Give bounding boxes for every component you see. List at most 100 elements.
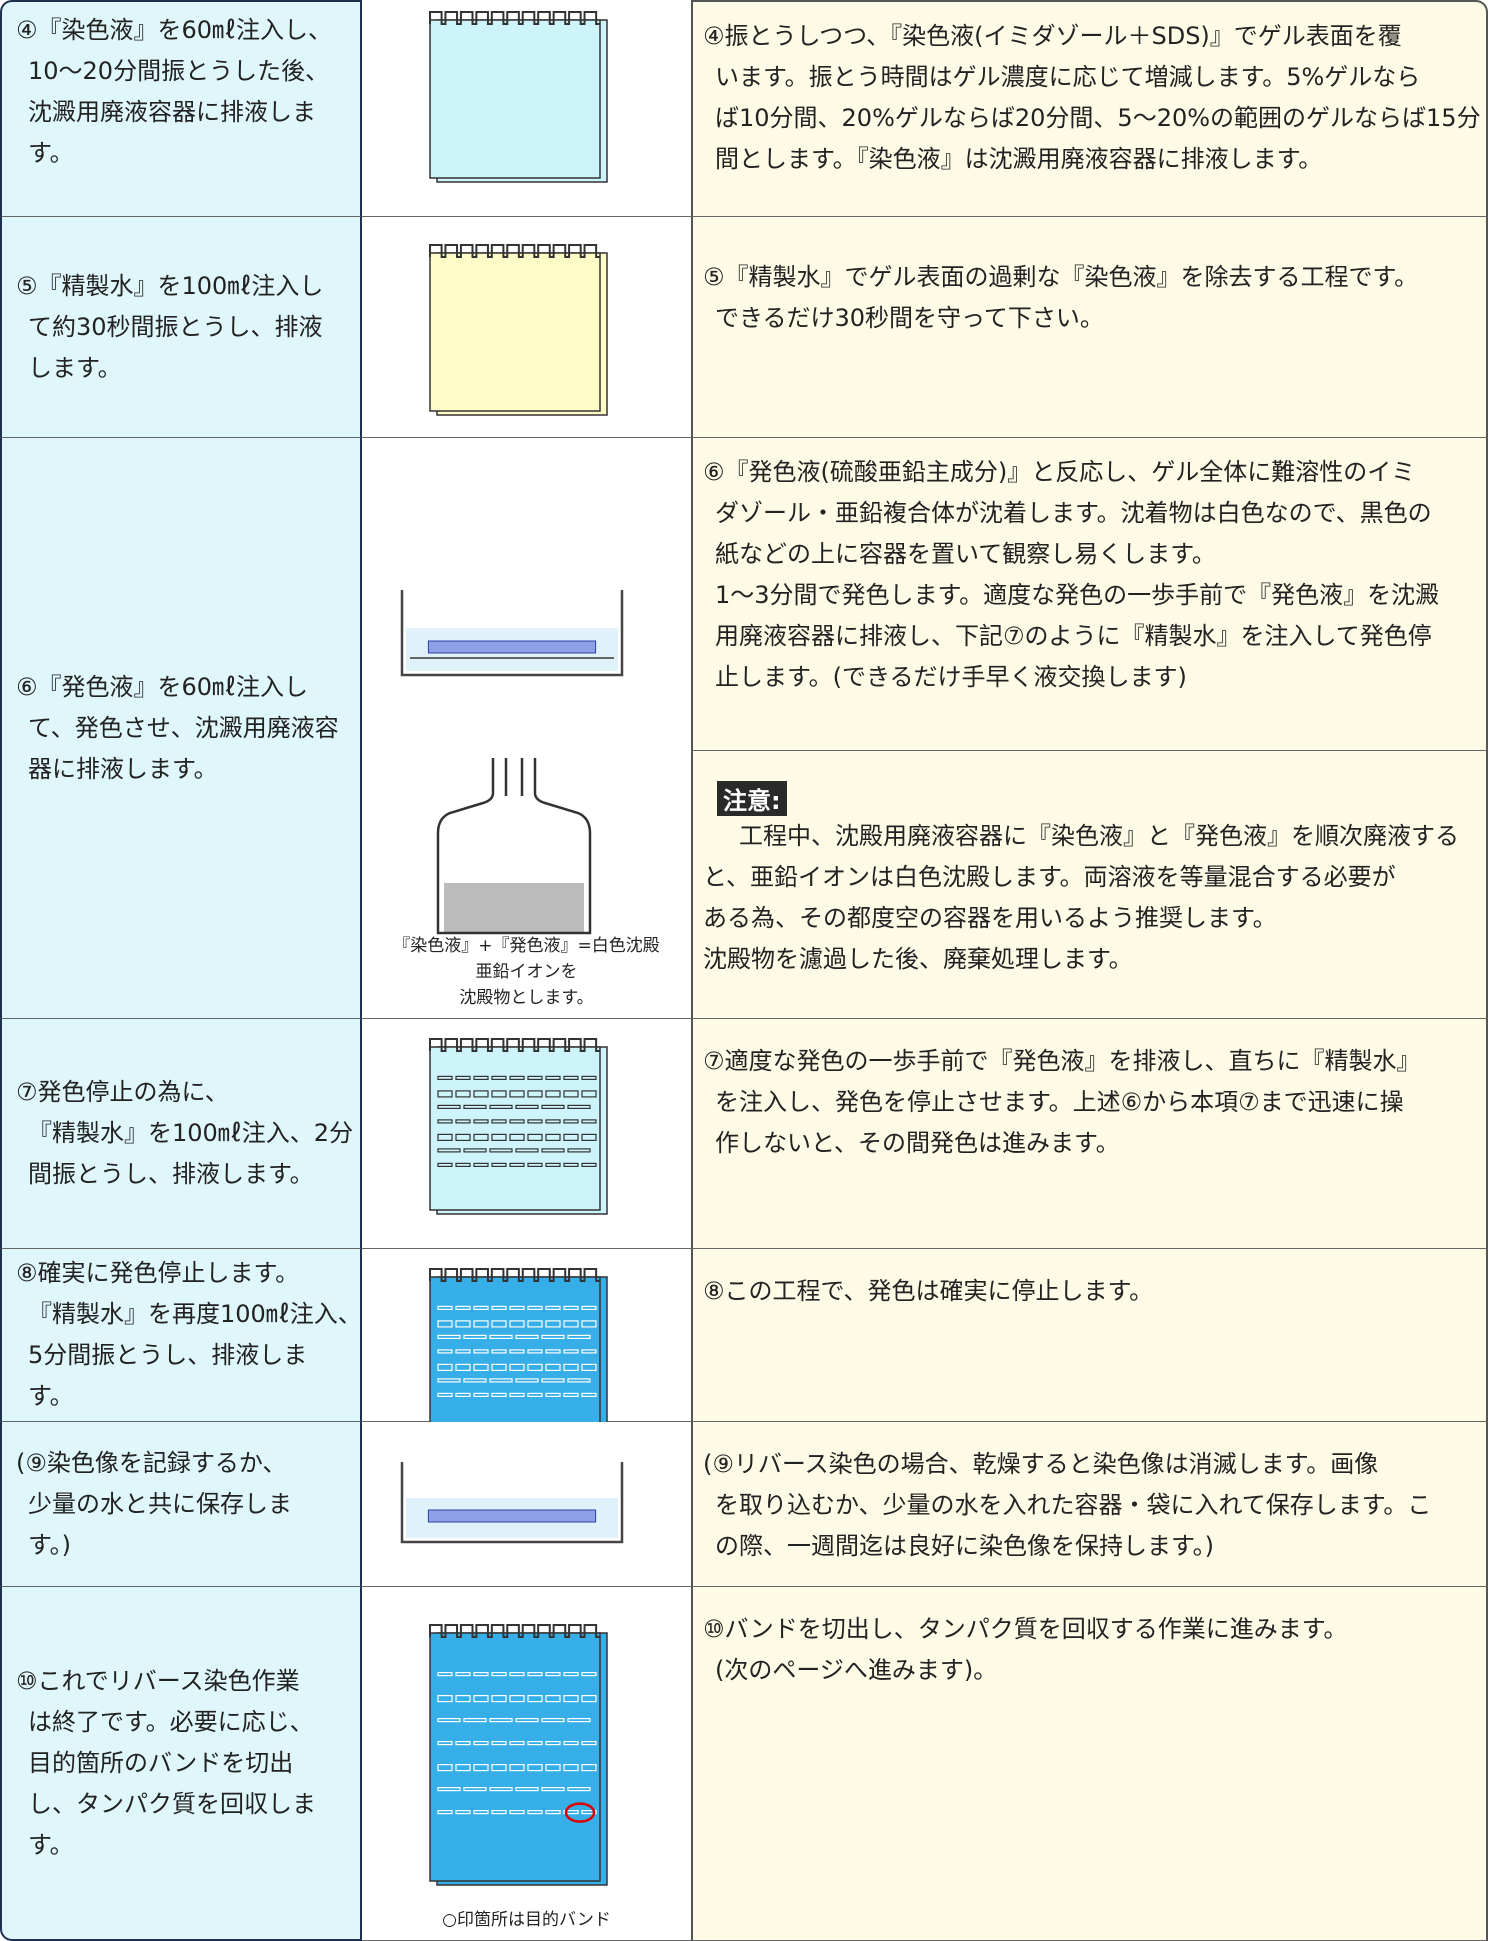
explanation-cell: (⑨リバース染色の場合、乾燥すると染色像は消滅します。画像 を取り込むか、少量の水… <box>691 1422 1488 1587</box>
explanation-cell: ⑩バンドを切出し、タンパク質を回収する作業に進みます。 (次のページへ進みます)。 <box>691 1587 1488 1941</box>
band <box>509 1119 525 1124</box>
gel-in-tray <box>427 640 597 654</box>
step-text: 5分間振とうし、排液しま <box>28 1341 308 1369</box>
band <box>455 1671 471 1677</box>
illustration <box>429 1268 608 1422</box>
band <box>527 1741 543 1746</box>
explanation-cell: ⑥『発色液(硫酸亜鉛主成分)』と反応し、ゲル全体に難溶性のイミダゾール・亜鉛複合… <box>691 438 1488 751</box>
band <box>489 1104 513 1110</box>
band <box>545 1090 561 1098</box>
step-text: ⑥『発色液』を60㎖注入し <box>16 672 309 701</box>
band <box>515 1787 539 1792</box>
note-cell: 注意: 工程中、沈殿用廃液容器に『染色液』と『発色液』を順次廃液する と、亜鉛イオン… <box>691 751 1488 1019</box>
step-cell: ⑥『発色液』を60㎖注入し て、発色させ、沈澱用廃液容 器に排液します。 <box>0 438 362 1019</box>
band <box>491 1349 507 1354</box>
band <box>563 1671 579 1677</box>
band <box>581 1810 597 1815</box>
band <box>527 1764 543 1772</box>
step-text: 『精製水』を再度100㎖注入、 <box>28 1300 362 1328</box>
band <box>567 1718 591 1723</box>
gel-comb <box>429 1624 600 1638</box>
band <box>509 1764 525 1772</box>
band <box>527 1162 543 1167</box>
band <box>545 1363 561 1372</box>
explanation-text: ④振とうしつつ、『染色液(イミダゾール＋SDS)』でゲル表面を覆 <box>703 22 1402 50</box>
illustration-cell <box>362 1019 691 1249</box>
band <box>491 1090 507 1098</box>
band <box>545 1349 561 1354</box>
band <box>463 1718 487 1723</box>
gel <box>429 19 601 179</box>
band <box>491 1320 507 1328</box>
band <box>515 1334 539 1340</box>
band <box>491 1305 507 1311</box>
band <box>491 1075 507 1081</box>
band <box>581 1133 597 1142</box>
band <box>463 1378 487 1383</box>
illustration <box>400 590 624 935</box>
gel-comb <box>429 11 600 25</box>
band <box>581 1741 597 1746</box>
step-text: す。) <box>28 1530 71 1559</box>
band <box>509 1694 525 1703</box>
band <box>473 1075 489 1081</box>
band <box>473 1810 489 1815</box>
band <box>527 1694 543 1703</box>
explanation-text: ⑥『発色液(硫酸亜鉛主成分)』と反応し、ゲル全体に難溶性のイミ <box>703 458 1416 486</box>
band <box>545 1320 561 1328</box>
step-text: ⑧確実に発色停止します。 <box>16 1259 300 1287</box>
band <box>489 1787 513 1792</box>
band <box>563 1764 579 1772</box>
band <box>491 1392 507 1397</box>
explanation-cell: ⑤『精製水』でゲル表面の過剰な『染色液』を除去する工程です。 できるだけ30秒間を… <box>691 217 1488 438</box>
band <box>563 1305 579 1311</box>
explanation-text: 紙などの上に容器を置いて観察し易くします。 <box>715 540 1216 568</box>
band <box>489 1148 513 1153</box>
band <box>455 1392 471 1397</box>
step-cell: ④『染色液』を60㎖注入し、 10〜20分間振とうした後、 沈澱用廃液容器に排液しま… <box>0 0 362 217</box>
band <box>473 1349 489 1354</box>
illustration-cell <box>362 0 691 217</box>
step-text: ⑦発色停止の為に、 <box>16 1078 229 1106</box>
band <box>437 1810 453 1815</box>
step-text: 器に排液します。 <box>28 754 218 783</box>
band <box>463 1787 487 1792</box>
band <box>545 1810 561 1815</box>
band <box>509 1349 525 1354</box>
step-cell: ⑩これでリバース染色作業 は終了です。必要に応じ、 目的箇所のバンドを切出 し、タンパ… <box>0 1587 362 1941</box>
band <box>455 1349 471 1354</box>
band <box>567 1104 591 1110</box>
illustration-caption: ○印箇所は目的バンド <box>362 1907 691 1933</box>
band <box>545 1764 561 1772</box>
step-text: ④『染色液』を60㎖注入し、 <box>16 16 333 44</box>
band <box>563 1741 579 1746</box>
band <box>527 1075 543 1081</box>
band <box>509 1741 525 1746</box>
explanation-text: (⑨リバース染色の場合、乾燥すると染色像は消滅します。画像 <box>703 1450 1379 1478</box>
band <box>437 1787 461 1792</box>
explanation-text: 用廃液容器に排液し、下記⑦のように『精製水』を注入して発色停 <box>715 622 1432 650</box>
band <box>437 1378 461 1383</box>
band <box>509 1810 525 1815</box>
band <box>473 1119 489 1124</box>
band <box>455 1119 471 1124</box>
illustration-cell <box>362 217 691 438</box>
band <box>473 1741 489 1746</box>
band <box>473 1764 489 1772</box>
step-text: す。 <box>28 1830 74 1859</box>
gel-comb <box>429 244 600 258</box>
band <box>563 1363 579 1372</box>
band <box>563 1810 579 1815</box>
step-text: す。 <box>28 139 74 167</box>
band <box>437 1671 453 1677</box>
explanation-text: ダゾール・亜鉛複合体が沈着します。沈着物は白色なので、黒色の <box>715 499 1432 527</box>
band <box>473 1392 489 1397</box>
band <box>515 1718 539 1723</box>
band <box>563 1075 579 1081</box>
explanation-text: (次のページへ進みます)。 <box>715 1656 998 1684</box>
step-text: 間振とうし、排液します。 <box>28 1160 314 1188</box>
band <box>581 1349 597 1354</box>
band <box>581 1671 597 1677</box>
band <box>489 1718 513 1723</box>
